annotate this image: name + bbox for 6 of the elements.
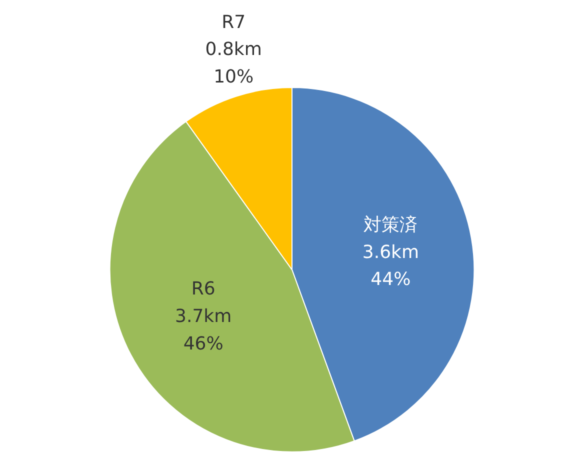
data-label: 3.6km 44% — [362, 242, 419, 290]
data-label: 0.8km 10% — [205, 39, 262, 88]
slice-label: R6 — [191, 278, 216, 300]
data-label: 3.7km 46% — [175, 306, 232, 354]
slice-label: 対策済 — [364, 214, 418, 236]
slice-label: R7 — [222, 12, 246, 33]
